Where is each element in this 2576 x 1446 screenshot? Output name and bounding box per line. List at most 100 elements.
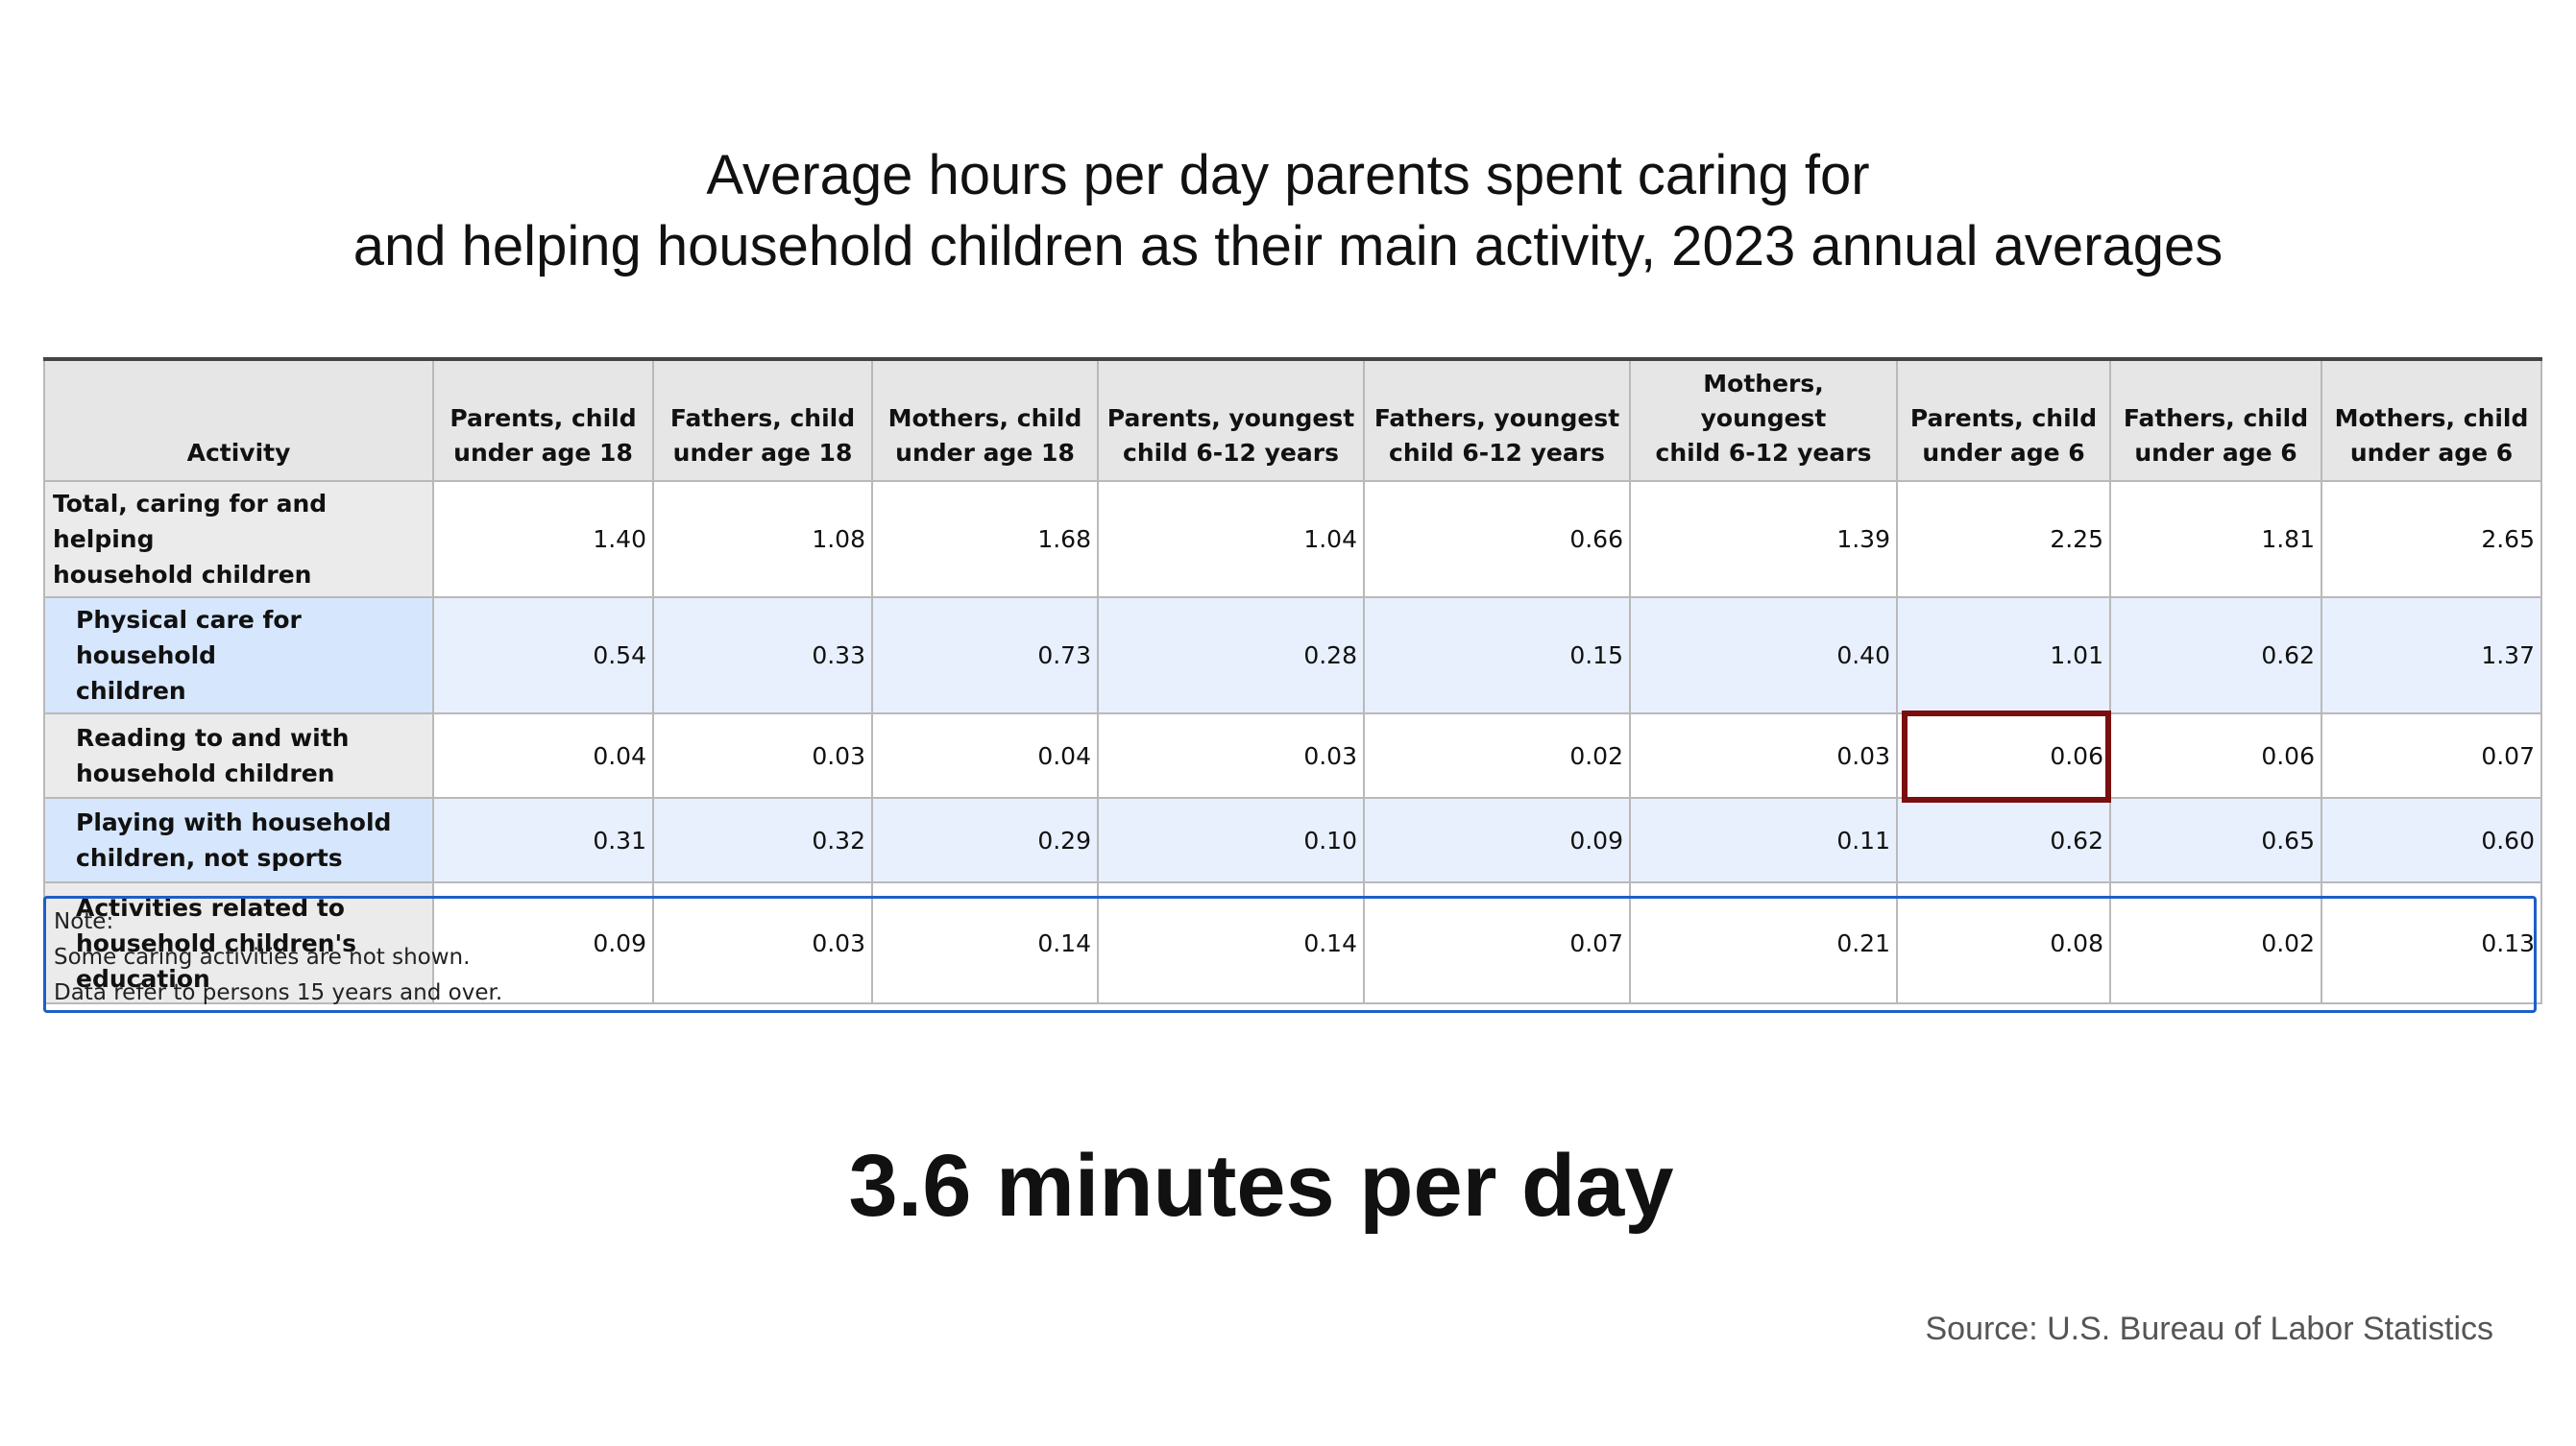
header-line: under age 6 [1922,439,2085,467]
table-cell: 0.07 [1363,881,1631,1004]
table-cell: 0.62 [2109,596,2322,714]
note-line: Data refer to persons 15 years and over. [54,980,503,1005]
header-line: Parents, child [450,404,637,432]
row-label-line: education [76,964,210,993]
row-label-line: household children [76,759,335,787]
row-label-line: children, not sports [76,844,343,872]
table-cell: 0.60 [2321,797,2542,883]
column-header: Mothers, child under age 18 [871,358,1099,482]
table-cell: 0.62 [1896,797,2111,883]
source-credit: Source: U.S. Bureau of Labor Statistics [1925,1311,2493,1347]
data-table: Activity Parents, child under age 18 Fath… [43,357,2542,1004]
table-cell: 0.15 [1363,596,1631,714]
table-cell: 2.65 [2321,480,2542,598]
table-cell: 0.04 [432,712,654,799]
note-line: Some caring activities are not shown. [54,945,471,970]
column-header: Fathers, child under age 18 [652,358,873,482]
table-cell: 0.14 [1097,881,1365,1004]
note-heading: Note: [54,909,114,934]
header-line: Parents, child [1909,404,2098,432]
column-header: Fathers, youngest child 6-12 years [1363,358,1631,482]
header-line: Fathers, child [669,404,856,432]
table-cell: 1.39 [1629,480,1898,598]
table-cell: 0.02 [1363,712,1631,799]
header-row: Activity Parents, child under age 18 Fath… [43,358,2542,482]
header-line: under age 18 [672,439,853,467]
row-label-line: Playing with household [76,808,392,836]
table-cell: 0.73 [871,596,1099,714]
row-label-line: Physical care for household [76,606,302,669]
table-cell: 0.03 [652,881,873,1004]
column-header: Parents, youngest child 6-12 years [1097,358,1365,482]
column-header: Fathers, child under age 6 [2109,358,2322,482]
header-line: child 6-12 years [1389,439,1605,467]
table-cell: 0.07 [2321,712,2542,799]
table-row: Reading to and with household children 0.… [43,711,2542,803]
title-line-1: Average hours per day parents spent cari… [706,144,1870,206]
column-header: Parents, child under age 6 [1896,358,2111,482]
table-cell: 1.68 [871,480,1099,598]
header-line: Fathers, child [2123,404,2309,432]
table-cell: 0.65 [2109,797,2322,883]
column-header: Mothers, child under age 6 [2321,358,2542,482]
table-row: Total, caring for and helping household c… [43,480,2542,598]
table-cell: 0.02 [2109,881,2322,1004]
table-cell: 0.40 [1629,596,1898,714]
table-cell: 1.37 [2321,596,2542,714]
header-line: Mothers, child [887,404,1082,432]
header-line: Activity [186,439,291,467]
row-label-line: Total, caring for and helping [53,490,328,553]
headline-stat: 3.6 minutes per day [848,1137,1674,1235]
table-cell: 0.03 [652,712,873,799]
table-cell: 0.32 [652,797,873,883]
table-cell: 0.54 [432,596,654,714]
header-line: under age 18 [895,439,1075,467]
table-cell: 0.28 [1097,596,1365,714]
table-cell: 0.21 [1629,881,1898,1004]
row-label-line: children [76,677,186,705]
data-table-container: Activity Parents, child under age 18 Fath… [43,357,2542,1004]
table-cell: 1.08 [652,480,873,598]
table-cell: 0.08 [1896,881,2111,1004]
row-label-line: household children's [76,928,357,957]
table-cell: 0.10 [1097,797,1365,883]
row-label: Playing with household children, not spor… [43,797,434,883]
header-line: Mothers, child [2334,404,2529,432]
table-cell: 1.01 [1896,596,2111,714]
highlighted-cell-value: 0.06 [2050,741,2103,770]
table-cell: 0.29 [871,797,1099,883]
column-header-activity: Activity [43,358,434,482]
row-label: Reading to and with household children [43,712,434,799]
header-line: child 6-12 years [1123,439,1339,467]
table-cell: 0.14 [871,881,1099,1004]
table-cell: 0.66 [1363,480,1631,598]
header-line: Fathers, youngest [1373,404,1620,432]
table-cell: 0.09 [432,881,654,1004]
table-cell: 1.81 [2109,480,2322,598]
table-cell: 0.09 [1363,797,1631,883]
row-label: Physical care for household children [43,596,434,714]
table-cell: 0.06 [2109,712,2322,799]
row-label: Total, caring for and helping household c… [43,480,434,598]
row-label-line: Reading to and with [76,724,350,752]
header-line: under age 6 [2349,439,2514,467]
header-line: under age 18 [453,439,633,467]
title-line-2: and helping household children as their … [352,215,2224,277]
table-cell: 0.13 [2321,881,2542,1004]
table-cell: 1.40 [432,480,654,598]
table-cell: 2.25 [1896,480,2111,598]
header-line: Mothers, youngest [1700,370,1827,432]
table-cell: 0.11 [1629,797,1898,883]
highlighted-cell: 0.06 [1896,711,2111,803]
header-line: child 6-12 years [1655,439,1872,467]
table-cell: 0.31 [432,797,654,883]
column-header: Mothers, youngest child 6-12 years [1629,358,1898,482]
table-cell: 0.03 [1097,712,1365,799]
column-header: Parents, child under age 18 [432,358,654,482]
row-label-line: household children [53,561,312,589]
table-cell: 0.33 [652,596,873,714]
header-line: under age 6 [2134,439,2297,467]
table-row: Physical care for household children 0.54… [43,596,2542,714]
table-cell: 1.04 [1097,480,1365,598]
